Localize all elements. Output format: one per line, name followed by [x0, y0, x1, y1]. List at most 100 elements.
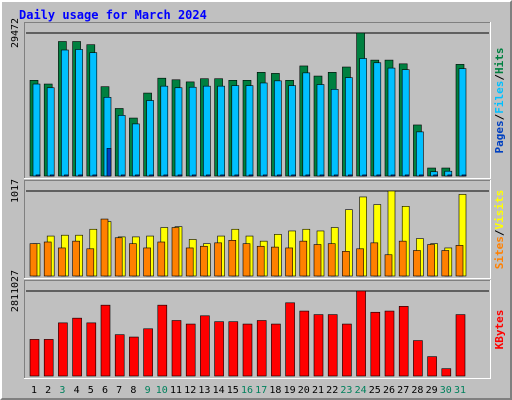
- pages-bar-4: [78, 174, 83, 177]
- day-label-4: 4: [74, 385, 80, 396]
- day-label-26: 26: [383, 385, 395, 396]
- pages-bar-20: [305, 174, 311, 177]
- kbytes-bar-5: [86, 322, 97, 377]
- day-label-10: 10: [156, 385, 168, 396]
- sites-bar-24: [356, 248, 364, 277]
- files-bar-13: [203, 85, 211, 177]
- sites-bar-22: [327, 243, 336, 277]
- day-label-24: 24: [355, 385, 367, 396]
- files-bar-31: [458, 68, 467, 177]
- day-label-1: 1: [31, 385, 37, 396]
- pages-bar-11: [177, 174, 183, 177]
- sites-bar-27: [398, 240, 407, 277]
- files-bar-23: [345, 77, 353, 177]
- sites-bar-30: [441, 250, 450, 277]
- files-bar-3: [61, 49, 69, 177]
- pages-bar-15: [234, 174, 240, 177]
- visits-legend-sites: Sites: [493, 236, 506, 269]
- sites-bar-28: [413, 250, 421, 277]
- kbytes-bar-14: [214, 321, 224, 377]
- sites-bar-8: [129, 243, 137, 277]
- pages-bar-14: [220, 174, 225, 177]
- sites-bar-3: [58, 247, 66, 277]
- sites-bar-29: [427, 244, 435, 277]
- sites-bar-31: [455, 245, 464, 277]
- pages-bar-29: [433, 174, 438, 177]
- visits-legend-visits: Visits: [493, 190, 506, 230]
- sites-bar-10: [157, 241, 166, 277]
- files-bar-11: [174, 87, 183, 177]
- sites-bar-16: [242, 243, 251, 277]
- sites-bar-11: [171, 227, 180, 277]
- pages-bar-8: [135, 174, 140, 177]
- kbytes-bar-19: [285, 302, 295, 377]
- day-label-15: 15: [227, 385, 239, 396]
- sites-bar-12: [185, 247, 194, 277]
- files-bar-7: [117, 115, 126, 177]
- day-label-16: 16: [241, 385, 253, 396]
- pages-bar-28: [419, 174, 424, 177]
- day-label-25: 25: [369, 385, 381, 396]
- hits-legend-hits: Hits: [493, 48, 506, 75]
- hits-legend-pages: Pages: [493, 120, 506, 153]
- kbytes-bar-26: [384, 310, 395, 377]
- sites-bar-17: [256, 245, 265, 277]
- pages-bar-16: [248, 174, 254, 177]
- kbytes-bar-3: [58, 322, 68, 377]
- pages-bar-10: [163, 174, 169, 177]
- sites-bar-4: [72, 240, 80, 277]
- kbytes-bar-16: [242, 323, 253, 377]
- kbytes-bar-17: [256, 320, 267, 377]
- sites-bar-13: [200, 245, 208, 277]
- day-label-11: 11: [170, 385, 182, 396]
- day-label-21: 21: [312, 385, 324, 396]
- files-bar-9: [146, 100, 154, 177]
- pages-bar-13: [206, 174, 211, 177]
- kbytes-bar-15: [228, 321, 239, 377]
- kbytes-bar-12: [185, 323, 196, 377]
- sites-bar-2: [43, 241, 52, 277]
- kbytes-bar-28: [413, 340, 423, 377]
- day-label-18: 18: [269, 385, 281, 396]
- hits-legend-separator: /: [493, 113, 506, 120]
- kbytes-bar-20: [299, 310, 310, 377]
- hits-legend-files: Files: [493, 81, 506, 114]
- pages-bar-18: [277, 174, 282, 177]
- day-label-31: 31: [454, 385, 466, 396]
- day-label-13: 13: [198, 385, 210, 396]
- kbytes-bar-27: [398, 306, 409, 377]
- pages-bar-26: [390, 174, 396, 177]
- sites-bar-14: [214, 242, 222, 277]
- visits-legend-separator: /: [493, 229, 506, 236]
- kbytes-bar-10: [157, 304, 168, 377]
- files-bar-2: [46, 87, 55, 177]
- files-bar-27: [401, 69, 410, 177]
- sites-bar-9: [143, 247, 151, 277]
- day-label-20: 20: [298, 385, 310, 396]
- day-label-27: 27: [397, 385, 409, 396]
- day-label-19: 19: [284, 385, 296, 396]
- pages-bar-19: [291, 174, 296, 177]
- files-bar-18: [274, 80, 282, 177]
- kbytes-bar-7: [114, 334, 125, 377]
- day-label-5: 5: [88, 385, 94, 396]
- pages-bar-9: [149, 174, 154, 177]
- sites-bar-6: [100, 218, 109, 277]
- sites-bar-18: [271, 246, 279, 277]
- pages-bar-3: [64, 174, 69, 177]
- files-bar-10: [160, 85, 169, 177]
- day-label-2: 2: [45, 385, 51, 396]
- kbytes-bar-31: [455, 314, 466, 377]
- pages-bar-21: [319, 174, 325, 177]
- files-bar-24: [359, 58, 367, 177]
- files-bar-16: [245, 85, 254, 177]
- sites-bar-26: [384, 254, 393, 277]
- pages-bar-2: [49, 174, 55, 177]
- sites-bar-5: [86, 248, 95, 277]
- pages-bar-5: [92, 174, 98, 177]
- hits-ytick-label: 29472: [10, 18, 21, 48]
- files-bar-14: [217, 85, 225, 177]
- day-label-17: 17: [255, 385, 267, 396]
- kbytes-bar-29: [427, 356, 437, 377]
